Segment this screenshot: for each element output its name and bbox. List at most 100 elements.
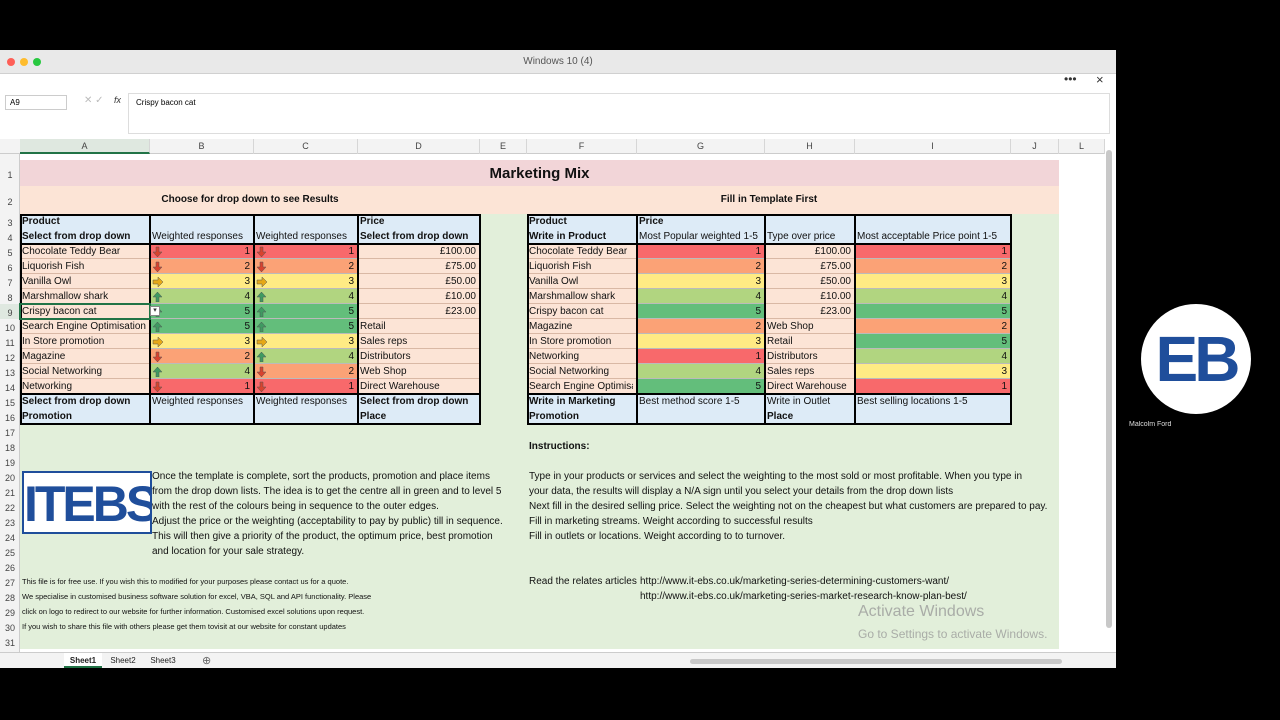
table-cell[interactable] <box>20 319 150 334</box>
table-cell[interactable] <box>765 259 855 274</box>
table-cell[interactable] <box>765 304 855 319</box>
table-cell[interactable] <box>527 274 637 289</box>
article-link[interactable]: http://www.it-ebs.co.uk/marketing-series… <box>640 576 949 587</box>
row-header[interactable]: 15 <box>4 398 15 408</box>
header-cell[interactable] <box>855 214 1011 229</box>
column-header[interactable]: D <box>358 139 480 154</box>
row-header[interactable]: 22 <box>4 503 15 513</box>
row-header[interactable]: 2 <box>7 197 13 207</box>
header-cell[interactable] <box>637 214 765 229</box>
table-cell[interactable] <box>527 349 637 364</box>
article-link[interactable]: http://www.it-ebs.co.uk/marketing-series… <box>640 591 967 602</box>
close-light[interactable] <box>7 58 15 66</box>
row-header[interactable]: 8 <box>7 293 13 303</box>
name-box[interactable]: A9 <box>5 95 67 110</box>
row-header[interactable]: 21 <box>4 488 15 498</box>
table-cell[interactable] <box>527 304 637 319</box>
row-header[interactable]: 19 <box>4 458 15 468</box>
row-header[interactable]: 28 <box>4 593 15 603</box>
row-header[interactable]: 10 <box>4 323 15 333</box>
row-header[interactable]: 5 <box>7 248 13 258</box>
table-cell[interactable] <box>527 244 637 259</box>
row-header[interactable]: 20 <box>4 473 15 483</box>
formula-input[interactable]: Crispy bacon cat <box>128 93 1110 134</box>
row-header[interactable]: 24 <box>4 533 15 543</box>
add-sheet[interactable]: ⊕ <box>202 655 212 667</box>
row-header[interactable]: 3 <box>7 218 13 228</box>
horizontal-scrollbar[interactable] <box>690 659 1062 664</box>
header-cell[interactable] <box>20 214 150 229</box>
table-cell[interactable] <box>765 289 855 304</box>
header-cell[interactable] <box>150 394 254 409</box>
table-cell[interactable] <box>358 304 480 319</box>
header-cell[interactable] <box>358 394 480 409</box>
column-header[interactable]: E <box>480 139 527 154</box>
column-header[interactable]: C <box>254 139 358 154</box>
close-button[interactable]: × <box>1096 72 1104 87</box>
header-cell[interactable] <box>254 214 358 229</box>
column-header[interactable]: A <box>20 139 150 154</box>
table-cell[interactable] <box>20 259 150 274</box>
table-cell[interactable] <box>358 319 480 334</box>
table-cell[interactable] <box>358 349 480 364</box>
row-header[interactable]: 29 <box>4 608 15 618</box>
row-header[interactable]: 12 <box>4 353 15 363</box>
row-header[interactable]: 25 <box>4 548 15 558</box>
header-cell[interactable] <box>150 214 254 229</box>
row-header[interactable]: 6 <box>7 263 13 273</box>
column-header[interactable]: I <box>855 139 1011 154</box>
row-header[interactable]: 13 <box>4 368 15 378</box>
sheet-tab[interactable]: Sheet3 <box>150 656 176 665</box>
row-header[interactable]: 11 <box>5 338 15 348</box>
row-header[interactable]: 26 <box>4 563 15 573</box>
table-cell[interactable] <box>765 334 855 349</box>
row-header[interactable]: 9 <box>0 304 20 319</box>
column-header[interactable]: H <box>765 139 855 154</box>
header-cell[interactable] <box>765 214 855 229</box>
table-cell[interactable] <box>527 364 637 379</box>
sheet-tab[interactable]: Sheet1 <box>64 653 102 668</box>
table-cell[interactable] <box>358 274 480 289</box>
column-header[interactable]: G <box>637 139 765 154</box>
table-cell[interactable] <box>20 334 150 349</box>
table-cell[interactable] <box>765 274 855 289</box>
header-cell[interactable] <box>358 214 480 229</box>
table-cell[interactable] <box>20 244 150 259</box>
header-cell[interactable] <box>527 214 637 229</box>
row-header[interactable]: 18 <box>4 443 15 453</box>
column-header[interactable]: F <box>527 139 637 154</box>
table-cell[interactable] <box>527 289 637 304</box>
table-cell[interactable] <box>20 364 150 379</box>
zoom-light[interactable] <box>33 58 41 66</box>
table-cell[interactable] <box>358 259 480 274</box>
row-header[interactable]: 23 <box>4 518 15 528</box>
table-cell[interactable] <box>527 334 637 349</box>
table-cell[interactable] <box>765 349 855 364</box>
table-cell[interactable] <box>358 334 480 349</box>
column-header[interactable]: L <box>1059 139 1105 154</box>
table-cell[interactable] <box>765 364 855 379</box>
table-cell[interactable] <box>20 274 150 289</box>
table-cell[interactable] <box>765 319 855 334</box>
row-header[interactable]: 1 <box>7 170 13 180</box>
table-cell[interactable] <box>527 319 637 334</box>
table-cell[interactable] <box>765 244 855 259</box>
table-cell[interactable] <box>358 289 480 304</box>
table-cell[interactable] <box>358 244 480 259</box>
row-header[interactable]: 30 <box>4 623 15 633</box>
row-header[interactable]: 27 <box>4 578 15 588</box>
row-header[interactable]: 17 <box>4 428 15 438</box>
table-cell[interactable] <box>527 259 637 274</box>
more-button[interactable]: ••• <box>1064 72 1077 86</box>
header-cell[interactable] <box>254 394 358 409</box>
table-cell[interactable] <box>358 364 480 379</box>
header-cell[interactable] <box>637 394 765 409</box>
header-cell[interactable] <box>527 394 637 409</box>
row-header[interactable]: 16 <box>4 413 15 423</box>
table-cell[interactable] <box>20 349 150 364</box>
header-cell[interactable] <box>765 394 855 409</box>
column-header[interactable]: B <box>150 139 254 154</box>
header-cell[interactable] <box>20 394 150 409</box>
row-header[interactable]: 4 <box>7 233 13 243</box>
header-cell[interactable] <box>855 394 1011 409</box>
